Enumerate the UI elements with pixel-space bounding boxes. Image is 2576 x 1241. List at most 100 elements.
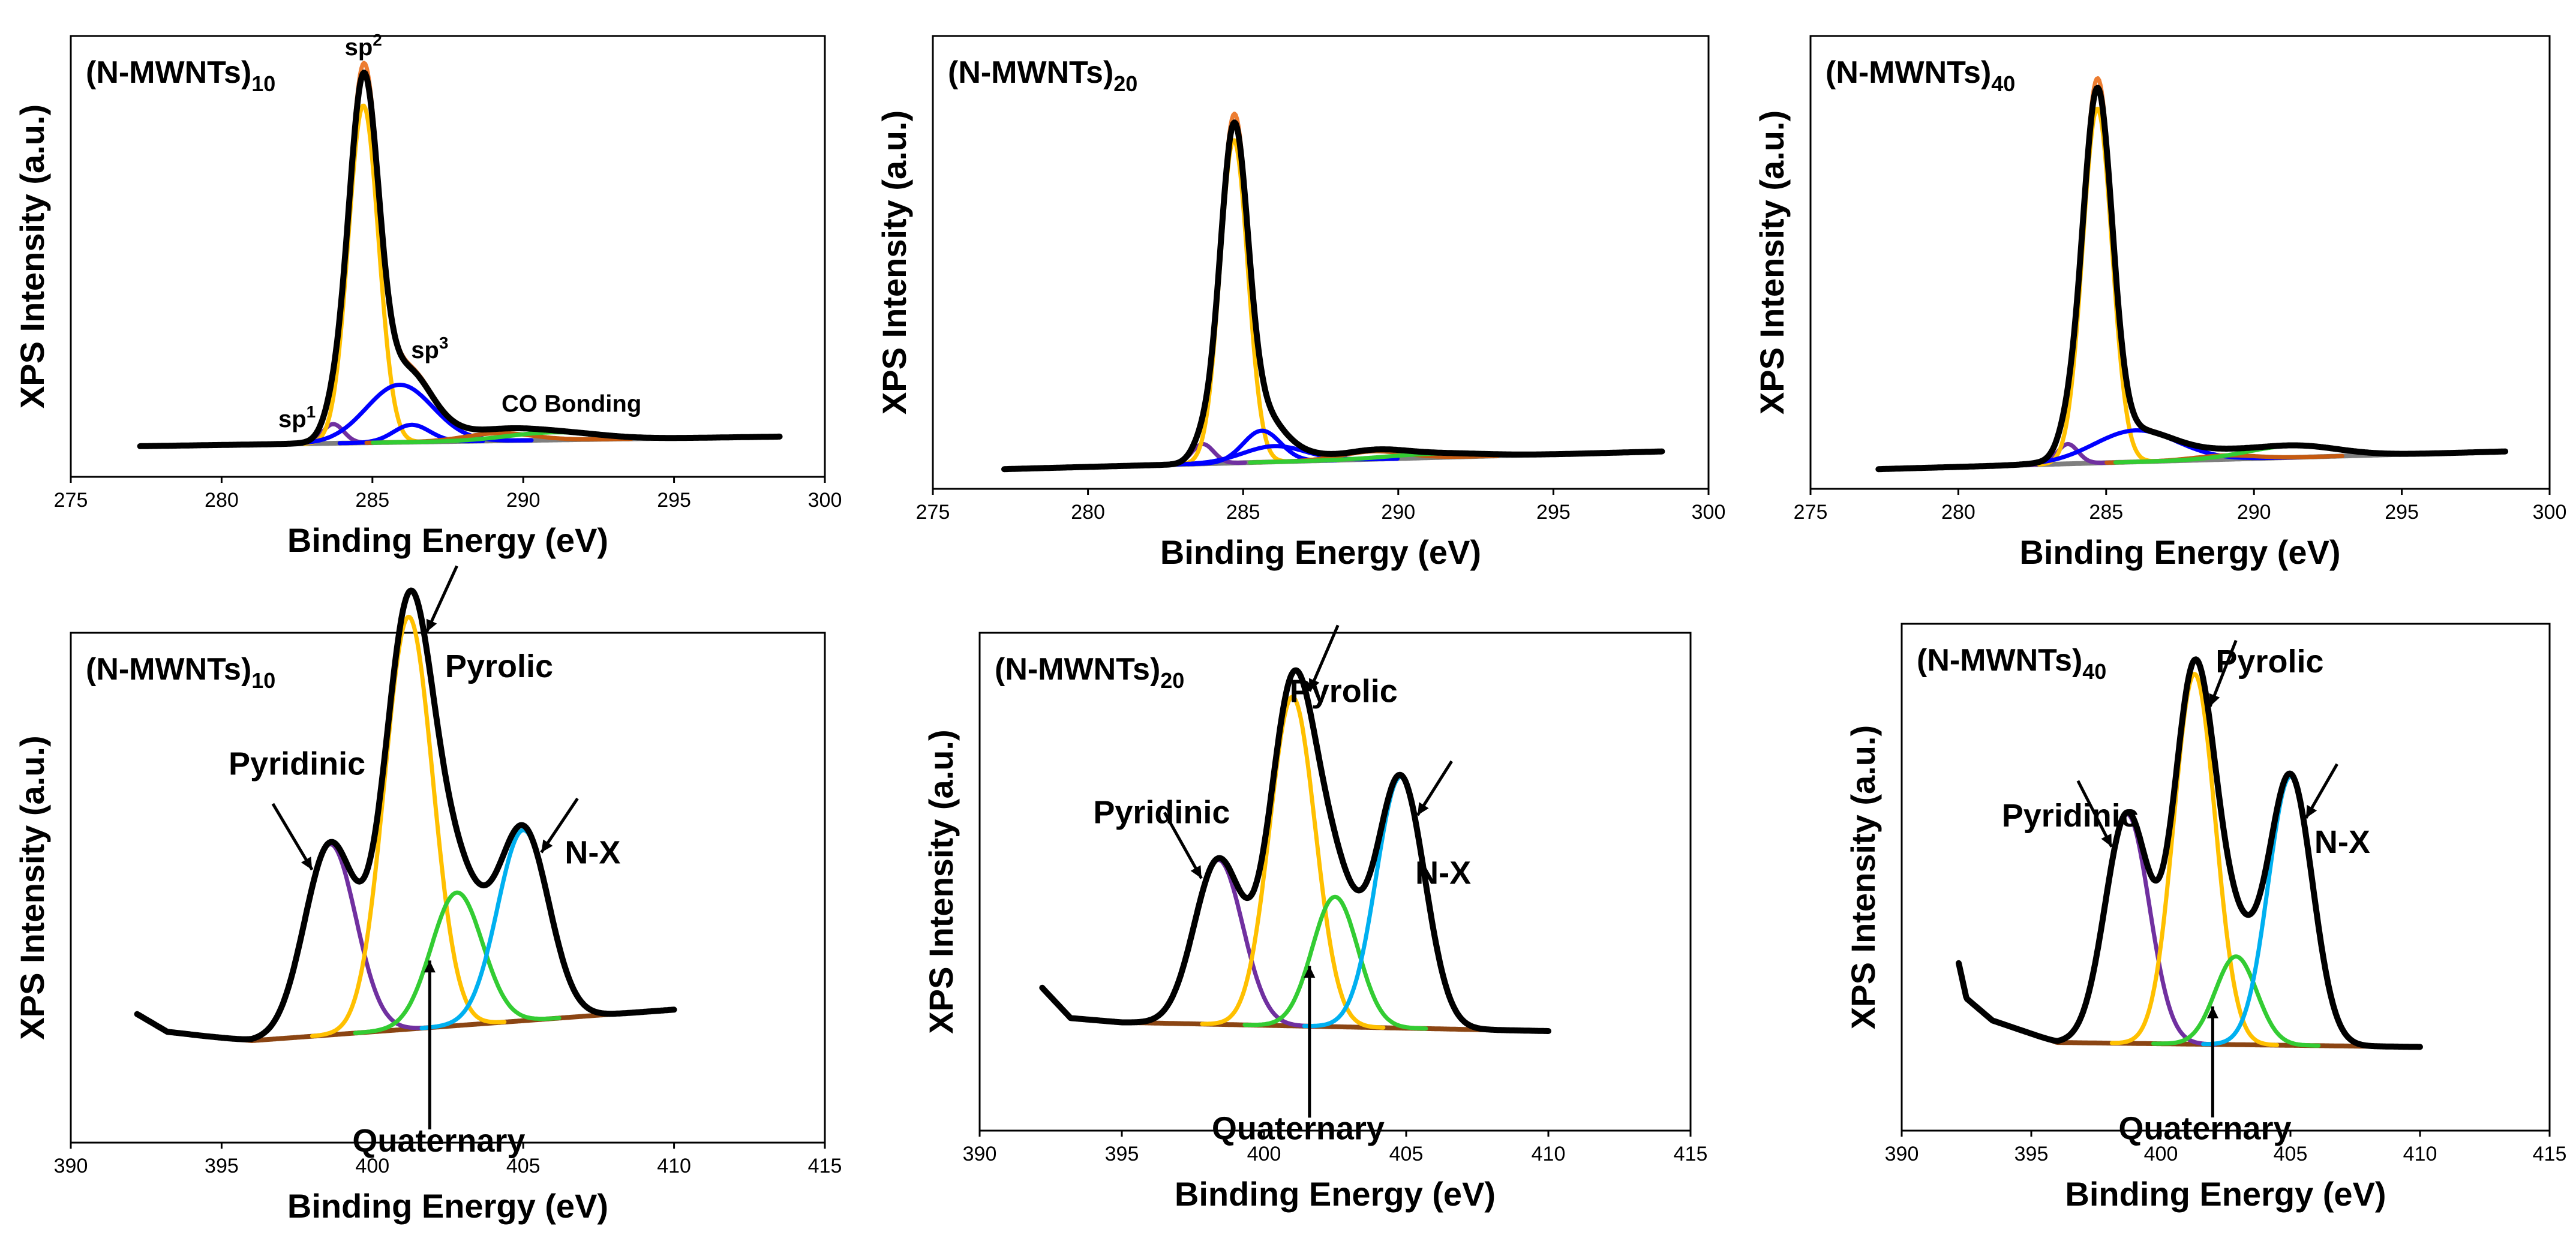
peak-pyrolic	[2109, 672, 2280, 1047]
y-axis-label: XPS Intensity (a.u.)	[13, 735, 51, 1039]
arrow-head	[426, 618, 437, 632]
x-tick-label: 415	[2533, 1143, 2567, 1165]
arrow-head	[2209, 693, 2220, 707]
x-tick-label: 285	[355, 489, 389, 512]
peak-pyridinic	[226, 842, 435, 1042]
x-tick-label: 280	[1941, 501, 1975, 524]
x-tick-label: 400	[2144, 1143, 2178, 1165]
x-tick-label: 280	[205, 489, 239, 512]
plot-frame	[932, 35, 1710, 490]
envelope-line	[137, 70, 783, 449]
x-tick-label: 300	[1692, 501, 1726, 524]
plot-frame	[70, 632, 826, 1144]
arrow-head	[1417, 802, 1429, 816]
peak-sp2	[302, 103, 425, 446]
x-axis-label: Binding Energy (eV)	[287, 1187, 608, 1225]
x-tick-label: 395	[2014, 1143, 2049, 1165]
x-tick-label: 300	[808, 489, 842, 512]
arrow-head	[2305, 804, 2317, 818]
x-tick-label: 300	[2533, 501, 2567, 524]
panel-2: 275 280 285 290 295 300 Binding Energy (eV) XPS…	[875, 35, 1726, 571]
x-axis-label: Binding Energy (eV)	[2019, 533, 2340, 571]
raw-data-line	[1002, 112, 1664, 471]
panel-title: (N-MWNTs)20	[995, 652, 1184, 693]
peak-sp2	[2037, 106, 2158, 467]
x-tick-label: 395	[205, 1155, 239, 1177]
peak-nx	[2201, 774, 2381, 1048]
x-tick-label: 405	[2274, 1143, 2308, 1165]
x-tick-label: 410	[1532, 1143, 1566, 1165]
arrow-head	[2206, 1006, 2218, 1018]
annotation-label: Quaternary	[352, 1123, 525, 1159]
x-tick-label: 280	[1071, 501, 1105, 524]
annotation-label: Pyridinic	[1093, 795, 1230, 831]
arrow-head	[2101, 833, 2112, 847]
y-axis-label: XPS Intensity (a.u.)	[1844, 725, 1882, 1029]
panel-title: (N-MWNTs)40	[1917, 643, 2106, 684]
peak-pyrolic	[310, 614, 507, 1038]
panel-6: 390 395 400 405 410 415 Binding Energy (eV) XPS…	[1844, 623, 2567, 1213]
annotation-label: Quaternary	[1212, 1110, 1385, 1146]
panel-1: 275 280 285 290 295 300 Binding Energy (eV) XPS…	[13, 31, 842, 559]
envelope-line	[1956, 656, 2423, 1050]
arrow-shaft	[2076, 780, 2113, 848]
x-tick-label: 400	[355, 1155, 389, 1177]
x-tick-label: 285	[2089, 501, 2123, 524]
x-tick-label: 390	[54, 1155, 88, 1177]
annotation-label: Pyridinic	[2002, 798, 2139, 834]
arrow-head	[1308, 678, 1320, 692]
arrow-head	[424, 960, 436, 973]
x-tick-label: 295	[2385, 501, 2419, 524]
x-tick-label: 390	[1885, 1143, 1919, 1165]
raw-data-line	[138, 61, 782, 448]
peak-sp2	[1177, 138, 1291, 467]
x-tick-label: 275	[1794, 501, 1828, 524]
y-axis-label: XPS Intensity (a.u.)	[875, 110, 913, 414]
annotation-label: Pyrolic	[1290, 673, 1398, 709]
panel-3: 275 280 285 290 295 300 Binding Energy (eV) XPS…	[1753, 35, 2567, 571]
y-axis-label: XPS Intensity (a.u.)	[922, 729, 960, 1033]
panel-title: (N-MWNTs)10	[86, 55, 275, 96]
arrow-head	[541, 839, 553, 853]
annotation-label: sp1	[278, 402, 316, 432]
x-tick-label: 400	[1247, 1143, 1281, 1165]
x-tick-label: 290	[2237, 501, 2271, 524]
annotation-label: CO Bonding	[502, 390, 641, 417]
x-tick-label: 410	[2403, 1143, 2437, 1165]
arrow-head	[1190, 865, 1202, 879]
y-axis-label: XPS Intensity (a.u.)	[13, 104, 51, 408]
x-tick-label: 285	[1226, 501, 1260, 524]
x-tick-label: 290	[1381, 501, 1415, 524]
x-tick-label: 295	[1536, 501, 1571, 524]
arrow-shaft	[1163, 812, 1203, 879]
x-tick-label: 290	[506, 489, 541, 512]
annotation-label: sp3	[411, 333, 448, 363]
peak-pyrolic	[1200, 695, 1386, 1030]
envelope-line	[1039, 667, 1551, 1034]
panel-title: (N-MWNTs)20	[948, 55, 1137, 96]
panel-4: 390 395 400 405 410 415 Binding Energy (eV) XPS…	[13, 565, 842, 1225]
peak-pyridinic	[1120, 858, 1317, 1029]
peak-pyridinic	[2037, 812, 2218, 1047]
x-tick-label: 405	[506, 1155, 541, 1177]
x-axis-label: Binding Energy (eV)	[1175, 1175, 1496, 1213]
x-tick-label: 275	[54, 489, 88, 512]
envelope-line	[134, 587, 677, 1042]
envelope-line	[1001, 119, 1665, 473]
peak-quaternary	[2151, 954, 2321, 1048]
arrow-shaft	[1308, 624, 1340, 692]
annotation-label: sp2	[345, 31, 382, 61]
plot-frame	[70, 35, 826, 478]
annotation-label: N-X	[2314, 824, 2370, 860]
x-tick-label: 415	[1674, 1143, 1708, 1165]
x-tick-label: 395	[1105, 1143, 1139, 1165]
annotation-label: Quaternary	[2118, 1111, 2291, 1147]
x-tick-label: 405	[1389, 1143, 1424, 1165]
plot-frame	[1809, 35, 2551, 490]
arrow-head	[301, 857, 313, 870]
x-tick-label: 295	[657, 489, 691, 512]
x-axis-label: Binding Energy (eV)	[287, 521, 608, 559]
peak-quaternary	[1242, 894, 1428, 1031]
x-tick-label: 275	[916, 501, 950, 524]
